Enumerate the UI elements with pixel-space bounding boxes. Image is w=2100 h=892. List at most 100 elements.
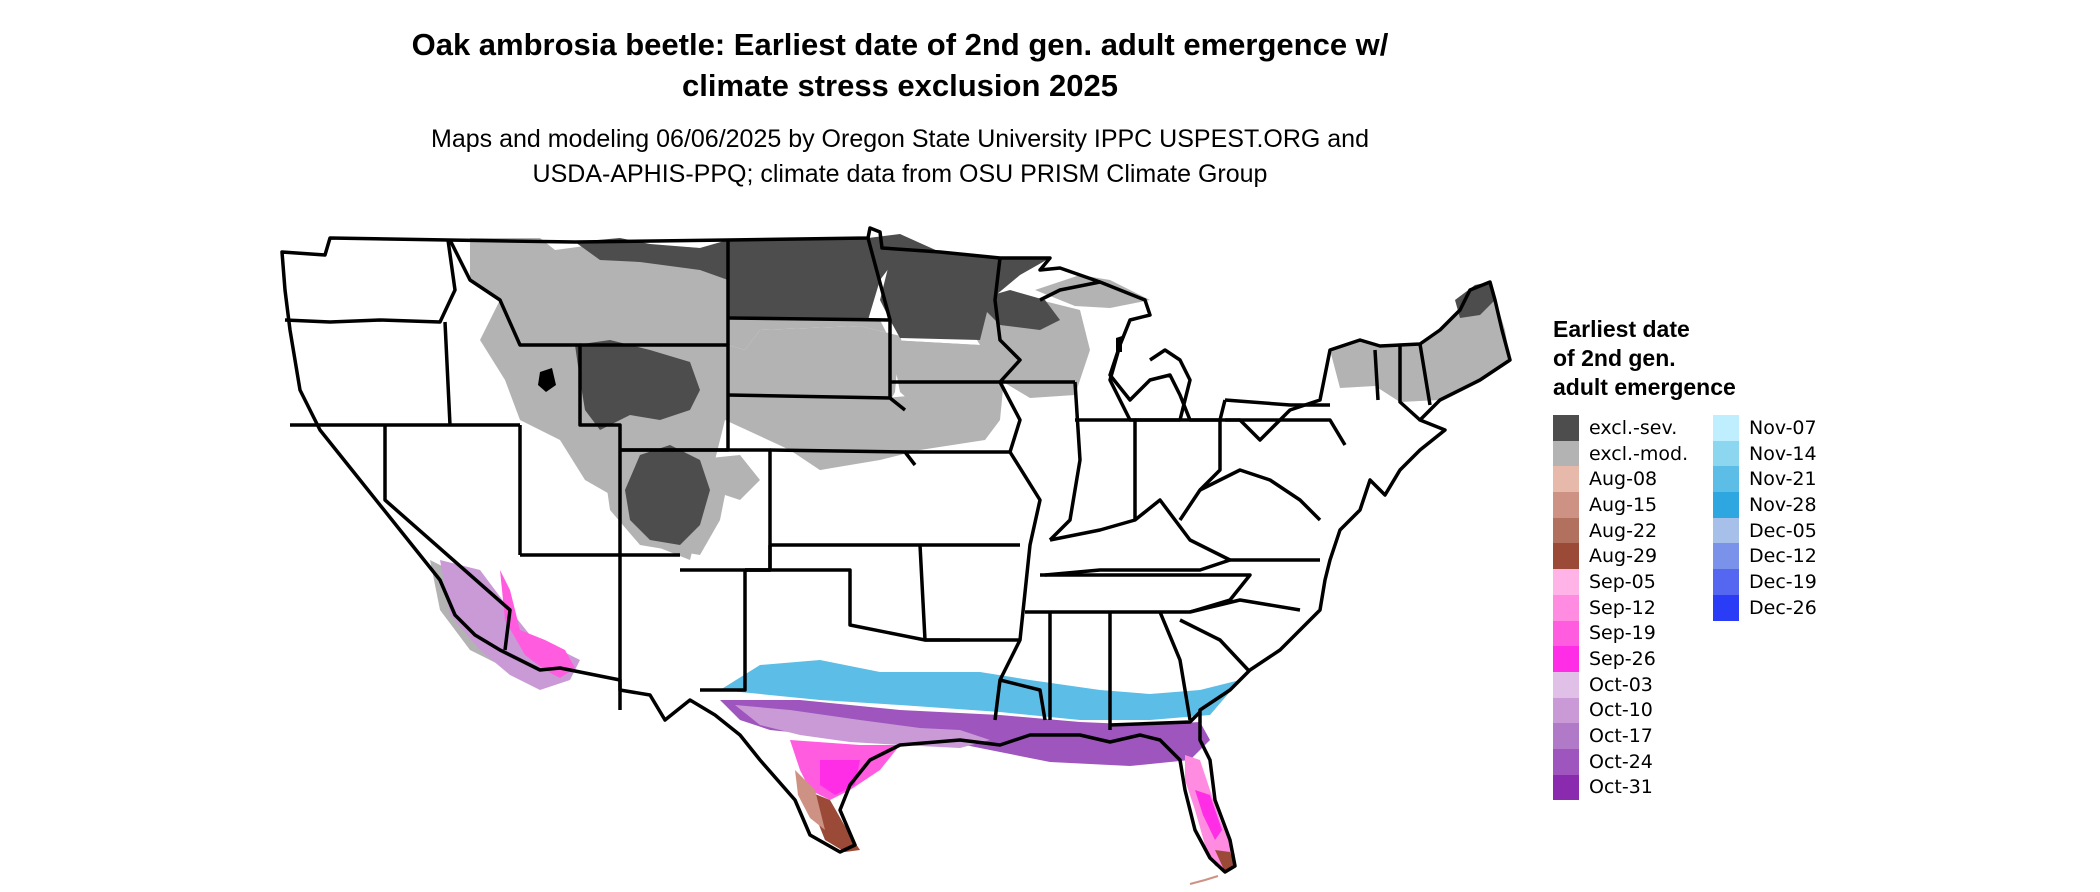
legend-swatch [1553, 569, 1579, 595]
band-aug-texas [795, 770, 825, 830]
legend-item: Nov-14 [1713, 440, 1817, 467]
legend-item: Nov-28 [1713, 492, 1817, 518]
legend-label: excl.-sev. [1589, 416, 1678, 439]
state-borders [280, 226, 1512, 874]
border-ny-vt-nh [1373, 343, 1432, 422]
legend-columns: excl.-sev. excl.-mod. Aug-08 Aug-15 Aug-22 Au… [1553, 415, 1913, 825]
lakes [538, 336, 1122, 392]
border-ga-fl [1109, 710, 1202, 727]
legend-label: Sep-05 [1589, 570, 1656, 593]
border-ok-panhandle [745, 568, 926, 642]
legend-label: Dec-12 [1749, 545, 1817, 568]
legend-swatch [1713, 594, 1739, 621]
legend-swatch [1553, 774, 1579, 801]
border-id-nv-ut [443, 321, 452, 426]
border-mi [1108, 344, 1192, 422]
legend-item: Aug-29 [1553, 543, 1688, 570]
legend-swatch [1553, 415, 1579, 441]
border-upper-mi [1039, 280, 1101, 302]
legend-title-line3: adult emergence [1553, 374, 1736, 400]
legend-item: Oct-31 [1553, 774, 1688, 801]
excl-sev-colorado [625, 445, 710, 545]
legend-item: Dec-05 [1713, 517, 1817, 544]
band-oct-mid [735, 705, 990, 748]
great-salt-lake [538, 368, 556, 392]
legend-label: Aug-15 [1589, 493, 1658, 516]
border-il-in [1048, 381, 1082, 542]
legend-item: Sep-19 [1553, 620, 1688, 647]
lake-winnebago [1116, 336, 1122, 352]
border-oh-pa-wv [1135, 399, 1227, 521]
border-ms-al-ga [1048, 611, 1192, 730]
legend-swatch [1553, 697, 1579, 724]
band-aug-florida-tip [1215, 850, 1235, 872]
legend-item: Oct-24 [1553, 748, 1688, 775]
map-subtitle-line1: Maps and modeling 06/06/2025 by Oregon S… [431, 125, 1369, 153]
excl-sev-minnesota [868, 234, 1050, 340]
border-in-oh [1075, 418, 1137, 520]
legend-item: Oct-17 [1553, 723, 1688, 749]
legend-swatch [1553, 517, 1579, 544]
keys-chain [1189, 875, 1219, 885]
legend-swatch [1553, 440, 1579, 467]
excl-sev-north-dakota [575, 238, 895, 320]
legend-item: Nov-21 [1713, 466, 1817, 493]
legend-label: Sep-12 [1589, 596, 1656, 619]
legend-label: Oct-31 [1589, 776, 1653, 799]
legend-swatch [1553, 543, 1579, 570]
legend-title-line1: Earliest date [1553, 316, 1690, 342]
legend-item: excl.-sev. [1553, 415, 1688, 441]
legend-swatch [1553, 594, 1579, 621]
map-title-line2: climate stress exclusion 2025 [682, 68, 1118, 103]
border-ky [1044, 498, 1232, 577]
legend-swatch [1553, 646, 1579, 672]
band-sep-ca-az [500, 570, 575, 678]
legend-item: Dec-12 [1713, 543, 1817, 570]
border-md-va [1199, 468, 1322, 522]
legend-item: Sep-26 [1553, 646, 1688, 672]
legend-item: Nov-07 [1713, 415, 1817, 441]
legend-column-1: excl.-sev. excl.-mod. Aug-08 Aug-15 Aug-22 Au… [1553, 415, 1689, 801]
legend-swatch [1713, 543, 1739, 570]
legend-item: Dec-19 [1713, 569, 1817, 595]
legend-item: Aug-22 [1553, 517, 1688, 544]
legend-item: excl.-mod. [1553, 440, 1689, 467]
legend-title-line2: of 2nd gen. [1553, 345, 1676, 371]
legend-label: Dec-05 [1749, 519, 1817, 542]
legend-item: Aug-15 [1553, 492, 1688, 518]
border-mn-wi [993, 257, 1022, 384]
excl-mod-upper-michigan [1035, 275, 1150, 308]
legend-label: Aug-22 [1589, 519, 1658, 542]
legend-swatch [1713, 466, 1739, 493]
border-wa-or-id [284, 239, 457, 324]
legend-label: Nov-14 [1749, 442, 1817, 465]
legend: Earliest date of 2nd gen. adult emergenc… [1553, 315, 1913, 825]
map-title: Oak ambrosia beetle: Earliest date of 2n… [300, 24, 1500, 106]
legend-label: Aug-08 [1589, 468, 1658, 491]
legend-label: excl.-mod. [1589, 442, 1689, 465]
legend-label: Nov-07 [1749, 416, 1817, 439]
excl-mod-minn-iowa [890, 340, 1005, 420]
legend-label: Oct-24 [1589, 750, 1653, 773]
legend-title: Earliest date of 2nd gen. adult emergenc… [1553, 315, 1913, 402]
border-tn [1025, 573, 1252, 614]
border-ut-co-wy [575, 343, 622, 555]
legend-label: Sep-19 [1589, 622, 1656, 645]
legend-swatch [1553, 748, 1579, 775]
legend-label: Dec-19 [1749, 570, 1817, 593]
legend-swatch [1553, 492, 1579, 518]
legend-item: Aug-08 [1553, 466, 1688, 493]
band-sep-florida-inner [1195, 790, 1222, 840]
legend-swatch [1713, 440, 1739, 467]
legend-item: Oct-10 [1553, 697, 1688, 724]
border-nd-sd [727, 316, 891, 322]
legend-swatch [1553, 620, 1579, 647]
map-subtitle-line2: USDA-APHIS-PPQ; climate data from OSU PR… [532, 160, 1268, 188]
legend-item: Sep-05 [1553, 569, 1688, 595]
legend-swatch [1713, 415, 1739, 441]
border-la-ms [999, 678, 1047, 721]
us-outline [280, 226, 1512, 874]
border-nm-tx [700, 570, 747, 692]
legend-swatch [1553, 723, 1579, 749]
